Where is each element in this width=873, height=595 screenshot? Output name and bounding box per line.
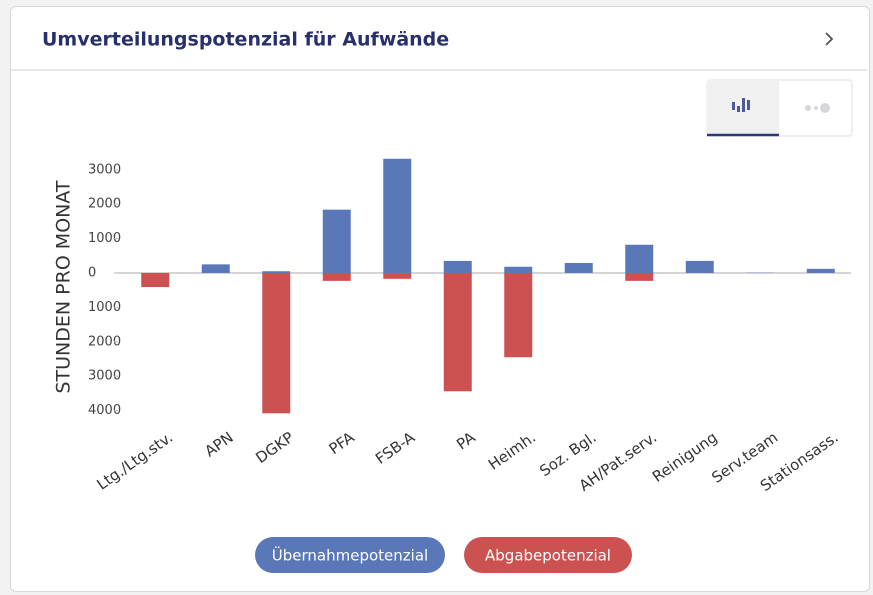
x-tick-label: Reinigung [649, 428, 721, 486]
bar-icon [732, 98, 750, 112]
legend-item[interactable]: Übernahmepotenzial [255, 537, 445, 573]
chevron[interactable] [825, 32, 834, 46]
x-tick-label: PFA [326, 428, 359, 458]
bar [383, 272, 412, 279]
bar [443, 260, 472, 273]
y-axis-label: STUNDEN PRO MONAT [53, 180, 75, 393]
bar [322, 209, 351, 273]
bar [383, 158, 412, 273]
x-tick-label: DGKP [252, 428, 297, 467]
bar [141, 272, 170, 288]
legend-label: Abgabepotenzial [485, 547, 611, 565]
legend-item[interactable]: Abgabepotenzial [464, 537, 632, 573]
y-tick-label: 4000 [88, 403, 121, 418]
x-tick-label: FSB-A [372, 428, 419, 468]
dot-icon [820, 103, 830, 113]
bar [504, 266, 533, 273]
bar [262, 272, 291, 414]
bar [201, 264, 230, 273]
bar [685, 260, 714, 273]
dot-icon [805, 105, 811, 111]
bar [262, 271, 291, 273]
card-title: Umverteilungspotenzial für Aufwände [42, 29, 449, 51]
bar [322, 272, 351, 281]
x-tick-label: PA [453, 428, 479, 454]
view-toggle[interactable] [706, 79, 853, 137]
y-tick-label: 3000 [88, 162, 121, 177]
y-tick-label: 1000 [88, 300, 121, 315]
legend-pill [255, 537, 445, 573]
legend-label: Übernahmepotenzial [272, 546, 428, 565]
bar [504, 272, 533, 358]
legend-pill [464, 537, 632, 573]
x-tick-label: APN [201, 428, 236, 460]
y-tick-label: 1000 [88, 231, 121, 246]
bar [806, 268, 835, 273]
bar [625, 272, 654, 281]
y-tick-label: 2000 [88, 197, 121, 212]
y-tick-label: 0 [88, 265, 96, 280]
bar [443, 272, 472, 392]
x-tick-label: Heimh. [485, 428, 539, 473]
dot-icon [814, 106, 818, 110]
y-tick-label: 3000 [88, 369, 121, 384]
bar [625, 244, 654, 273]
x-tick-label: Ltg./Ltg.stv. [93, 428, 176, 493]
bar [564, 262, 593, 273]
y-tick-label: 2000 [88, 334, 121, 349]
